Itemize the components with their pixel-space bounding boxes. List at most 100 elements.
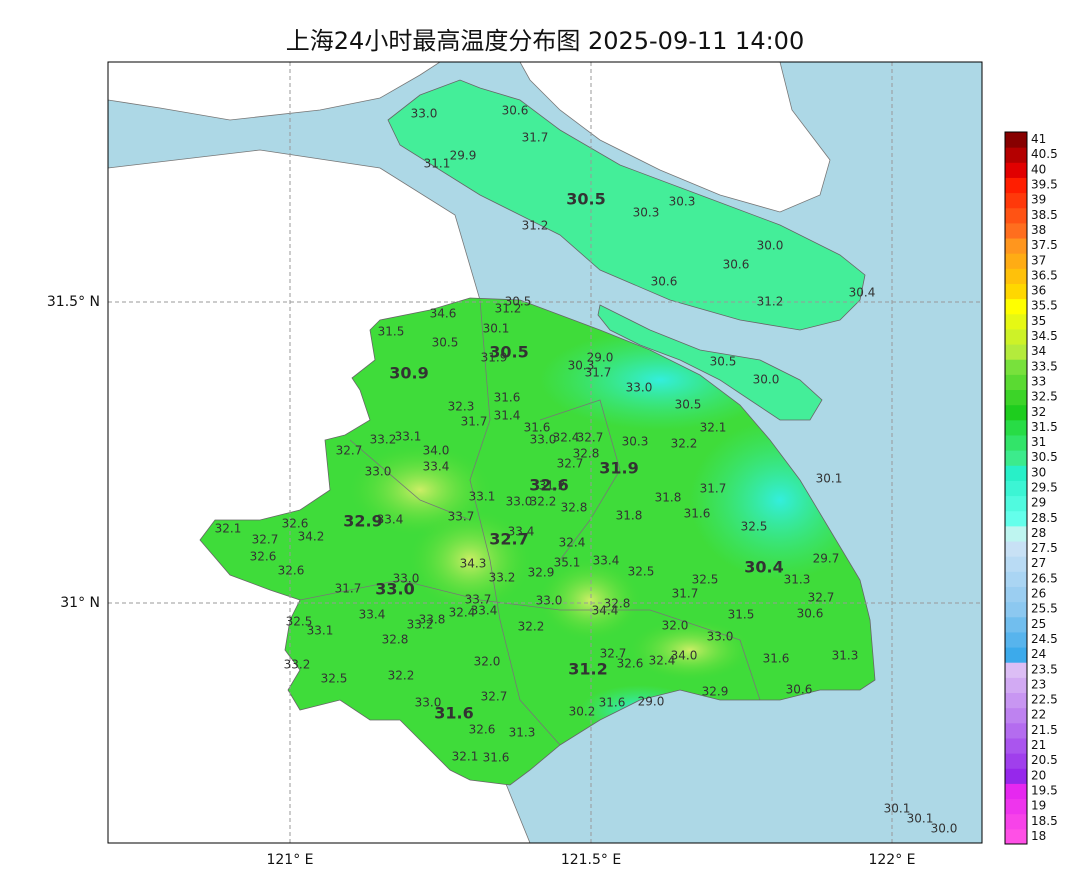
lon-tick-label: 121° E — [266, 852, 313, 868]
district-value: 32.9 — [343, 512, 382, 531]
station-value: 32.7 — [336, 444, 363, 458]
station-value: 32.0 — [474, 655, 501, 669]
station-value: 31.6 — [524, 421, 551, 435]
colorbar-label: 18 — [1031, 829, 1046, 843]
colorbar-label: 33.5 — [1031, 359, 1058, 373]
changxing-island — [597, 304, 823, 421]
map-area — [108, 62, 982, 843]
colorbar-cell — [1005, 177, 1027, 194]
district-value: 31.6 — [434, 704, 473, 723]
colorbar-cell — [1005, 692, 1027, 709]
station-value: 30.6 — [502, 104, 529, 118]
station-value: 30.6 — [651, 275, 678, 289]
station-value: 33.0 — [506, 495, 533, 509]
station-value: 31.6 — [763, 652, 790, 666]
station-value: 33.0 — [411, 107, 438, 121]
station-value: 30.3 — [622, 435, 649, 449]
station-value: 33.1 — [469, 490, 496, 504]
colorbar-cell — [1005, 510, 1027, 527]
colorbar-label: 29.5 — [1031, 481, 1058, 495]
station-value: 32.7 — [252, 533, 279, 547]
station-value: 31.7 — [461, 415, 488, 429]
station-value: 33.0 — [365, 465, 392, 479]
colorbar-cell — [1005, 541, 1027, 557]
colorbar-cell — [1005, 268, 1027, 284]
station-value: 32.8 — [573, 447, 600, 461]
station-value: 31.2 — [495, 302, 522, 316]
station-value: 34.6 — [430, 307, 457, 321]
station-value: 29.0 — [638, 695, 665, 709]
station-value: 31.9 — [481, 351, 508, 365]
colorbar-label: 25.5 — [1031, 602, 1058, 616]
station-value: 30.5 — [710, 355, 737, 369]
colorbar-label: 26.5 — [1031, 571, 1058, 585]
colorbar-cell — [1005, 525, 1027, 542]
colorbar-cell — [1005, 586, 1027, 603]
chongming-island — [387, 79, 866, 331]
colorbar-cell — [1005, 601, 1027, 618]
colorbar-cell — [1005, 313, 1027, 330]
station-value: 32.4 — [649, 654, 676, 668]
station-value: 32.5 — [286, 615, 313, 629]
station-value: 32.2 — [518, 620, 545, 634]
colorbar-cell — [1005, 798, 1027, 815]
district-value: 31.2 — [568, 660, 607, 679]
station-value: 30.6 — [723, 258, 750, 272]
colorbar-cell — [1005, 677, 1027, 694]
land — [108, 62, 441, 121]
colorbar-label: 36 — [1031, 284, 1046, 298]
station-value: 32.6 — [282, 517, 309, 531]
colorbar-label: 30.5 — [1031, 450, 1058, 464]
station-value: 30.1 — [884, 802, 911, 816]
colorbar-label: 41 — [1031, 132, 1046, 146]
colorbar-cell — [1005, 389, 1027, 406]
station-value: 32.1 — [215, 522, 242, 536]
station-value: 33.4 — [508, 525, 535, 539]
map-frame — [107, 61, 983, 844]
station-value: 32.3 — [448, 400, 475, 414]
station-value: 33.0 — [626, 381, 653, 395]
colorbar-cell — [1005, 298, 1027, 315]
colorbar-cell — [1005, 783, 1027, 800]
colorbar-label: 18.5 — [1031, 814, 1058, 828]
station-value: 31.6 — [494, 391, 521, 405]
colorbar-label: 40.5 — [1031, 147, 1058, 161]
colorbar-label: 23 — [1031, 677, 1046, 691]
map-title: 上海24小时最高温度分布图 2025-09-11 14:00 — [286, 27, 804, 55]
station-value: 30.1 — [483, 322, 510, 336]
station-value: 30.2 — [569, 705, 596, 719]
station-value: 30.1 — [907, 812, 934, 826]
station-value: 34.0 — [423, 444, 450, 458]
colorbar-cell — [1005, 556, 1027, 572]
colorbar-label: 39.5 — [1031, 178, 1058, 192]
district-value: 32.7 — [489, 530, 528, 549]
station-value: 33.1 — [307, 624, 334, 638]
colorbar-label: 29 — [1031, 496, 1046, 510]
station-value: 33.7 — [448, 510, 475, 524]
station-value: 33.4 — [423, 460, 450, 474]
station-value: 32.6 — [469, 723, 496, 737]
station-value: 31.4 — [494, 409, 521, 423]
land — [519, 62, 831, 213]
district-value: 30.5 — [489, 343, 528, 362]
station-value: 30.4 — [849, 286, 876, 300]
lat-tick-label: 31° N — [60, 595, 100, 611]
colorbar-label: 19 — [1031, 799, 1046, 813]
colorbar-label: 24 — [1031, 647, 1046, 661]
colorbar-label: 35.5 — [1031, 299, 1058, 313]
station-value: 31.7 — [585, 366, 612, 380]
station-value: 31.6 — [599, 696, 626, 710]
station-value: 31.6 — [684, 507, 711, 521]
colorbar-label: 32 — [1031, 405, 1046, 419]
station-value: 32.7 — [600, 647, 627, 661]
station-value: 33.0 — [393, 572, 420, 586]
station-value: 32.7 — [577, 431, 604, 445]
station-value: 31.2 — [539, 479, 566, 493]
station-value: 32.7 — [808, 591, 835, 605]
colorbar-cell — [1005, 631, 1027, 648]
colorbar-cell — [1005, 359, 1027, 375]
colorbar-cell — [1005, 737, 1027, 754]
station-value: 31.3 — [784, 573, 811, 587]
station-value: 32.9 — [702, 685, 729, 699]
colorbar-label: 37.5 — [1031, 238, 1058, 252]
